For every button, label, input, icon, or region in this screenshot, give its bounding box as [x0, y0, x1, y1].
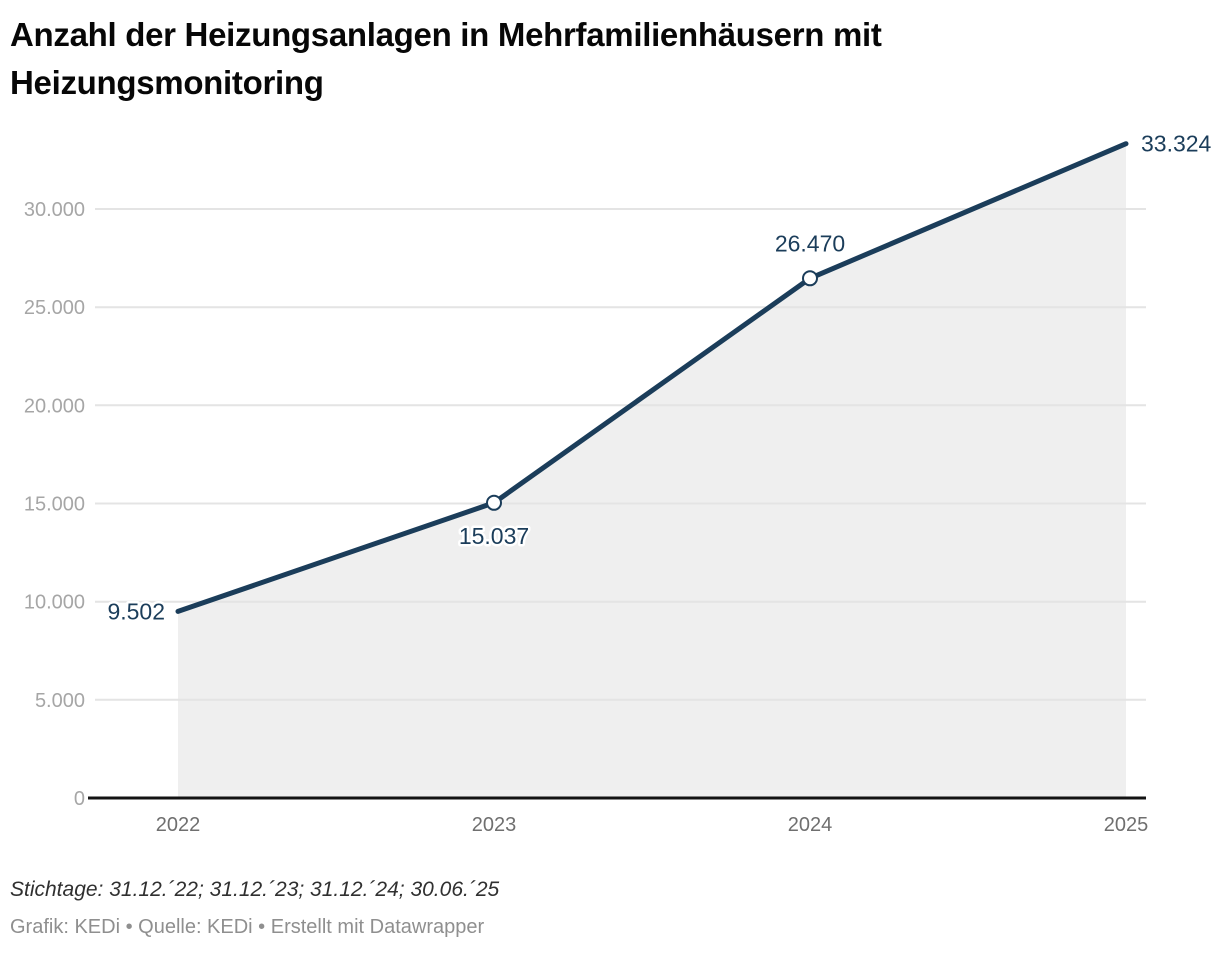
- x-axis-tick-label: 2025: [1104, 814, 1149, 836]
- line-area-chart-canvas: 0 5.000 10.000 15.000 20.000 25.000 30.000 2022…: [23, 130, 1212, 836]
- chart-notes: Stichtage: 31.12.´22; 31.12.´23; 31.12.´…: [10, 878, 500, 901]
- x-axis-tick-label: 2022: [156, 814, 201, 836]
- chart-byline: Grafik: KEDi • Quelle: KEDi • Erstellt m…: [10, 916, 485, 938]
- y-axis-tick-label: 10.000: [24, 592, 85, 614]
- y-axis-tick-label: 30.000: [24, 199, 85, 221]
- y-axis-tick-label: 15.000: [24, 494, 85, 516]
- chart-title: Anzahl der Heizungsanlagen in Mehrfamili…: [10, 16, 882, 101]
- x-axis-tick-label: 2024: [788, 814, 833, 836]
- data-value-label: 26.470: [775, 230, 845, 256]
- data-value-label: 15.037: [459, 523, 529, 549]
- y-axis-tick-label: 20.000: [24, 395, 85, 417]
- data-value-label: 33.324: [1141, 131, 1212, 157]
- data-line: [175, 141, 1129, 614]
- data-point-marker: [802, 270, 818, 287]
- data-point-marker: [486, 494, 502, 511]
- y-axis-tick-label: 25.000: [24, 297, 85, 319]
- y-axis-tick-label: 0: [74, 788, 85, 810]
- x-axis-tick-label: 2023: [472, 814, 517, 836]
- data-value-label: 9.502: [107, 598, 165, 624]
- y-axis-tick-label: 5.000: [35, 690, 85, 712]
